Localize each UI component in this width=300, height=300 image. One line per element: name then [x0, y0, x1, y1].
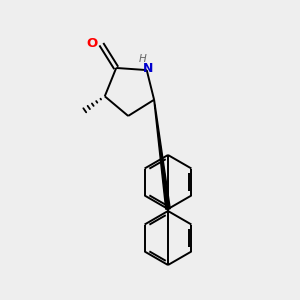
- Text: N: N: [142, 61, 153, 75]
- Text: H: H: [139, 54, 147, 64]
- Text: O: O: [87, 37, 98, 50]
- Polygon shape: [154, 100, 170, 209]
